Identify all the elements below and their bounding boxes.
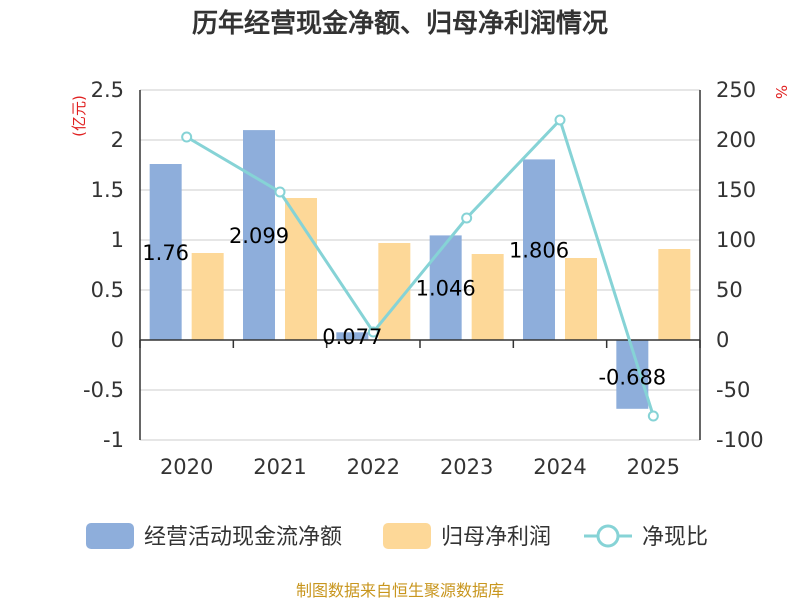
data-label-cashflow-2021: 2.099 [229, 224, 289, 248]
legend-item-netprofit[interactable]: 归母净利润 [383, 523, 551, 550]
data-label-cashflow-2023: 1.046 [416, 277, 476, 301]
x-tick-label: 2020 [160, 455, 213, 479]
right-tick-label: 0 [716, 328, 729, 352]
x-tick-label: 2025 [627, 455, 680, 479]
left-axis-unit: (亿元) [70, 95, 88, 137]
left-tick-label: 2.5 [91, 78, 124, 102]
bar-cashflow-2024 [523, 159, 555, 340]
ratio-line [181, 114, 659, 422]
chart-title: 历年经营现金净额、归母净利润情况 [192, 8, 608, 39]
right-tick-label: 200 [716, 128, 756, 152]
gridlines [140, 89, 700, 441]
data-label-cashflow-2020: 1.76 [142, 241, 189, 265]
data-label-cashflow-2025: -0.688 [598, 365, 666, 389]
left-tick-label: 0.5 [91, 278, 124, 302]
tick-labels: -1 -0.5 0 0.5 1 1.5 2 2.5 -100 -50 0 50 100 150 200 250… [83, 78, 764, 479]
bar-cashflow-2022 [336, 332, 369, 340]
bar-netprofit-2021 [285, 198, 317, 340]
legend-swatch-netprofit [383, 523, 431, 549]
bar-cashflow-2023 [429, 235, 462, 340]
right-tick-label: -100 [716, 428, 764, 452]
legend-item-cashflow[interactable]: 经营活动现金流净额 [86, 523, 342, 550]
bar-netprofit-2020 [191, 253, 224, 340]
legend-marker-ratio [596, 524, 620, 548]
legend-swatch-cashflow [86, 523, 134, 549]
ratio-point-2021 [274, 186, 286, 198]
left-tick-label: 1 [111, 228, 124, 252]
x-tick-label: 2021 [253, 455, 306, 479]
bar-cashflow-2021 [243, 130, 275, 340]
left-tick-label: -1 [103, 428, 124, 452]
right-tick-label: 250 [716, 78, 756, 102]
left-tick-label: -0.5 [83, 378, 124, 402]
data-label-cashflow-2024: 1.806 [509, 239, 569, 263]
right-tick-label: -50 [716, 378, 750, 402]
bar-netprofit-2024 [565, 258, 597, 340]
axes [139, 90, 701, 440]
bar-netprofit-2025 [658, 249, 691, 340]
legend: 经营活动现金流净额 归母净利润 净现比 [86, 523, 708, 550]
x-tick-label: 2022 [347, 455, 400, 479]
left-tick-label: 2 [111, 128, 124, 152]
right-axis-unit: % [772, 85, 790, 99]
legend-label-cashflow: 经营活动现金流净额 [144, 525, 342, 550]
bar-cashflow-2020 [149, 164, 182, 340]
ratio-point-2022 [367, 326, 379, 338]
data-label-cashflow-2022: 0.077 [322, 325, 382, 349]
bars [149, 130, 691, 409]
ratio-point-2023 [461, 212, 473, 224]
right-tick-label: 100 [716, 228, 756, 252]
ratio-point-2020 [181, 131, 193, 143]
ratio-polyline [185, 117, 655, 417]
legend-label-netprofit: 归母净利润 [441, 525, 551, 550]
right-tick-label: 150 [716, 178, 756, 202]
data-labels: 1.76 2.099 0.077 1.046 1.806 -0.688 [142, 224, 666, 389]
legend-item-ratio[interactable]: 净现比 [584, 524, 708, 550]
legend-label-ratio: 净现比 [642, 525, 708, 550]
right-tick-label: 50 [716, 278, 743, 302]
source-note: 制图数据来自恒生聚源数据库 [296, 581, 504, 600]
left-tick-label: 1.5 [91, 178, 124, 202]
bar-netprofit-2023 [471, 254, 504, 340]
ratio-point-2025 [647, 410, 659, 422]
ratio-point-2024 [554, 114, 566, 126]
left-tick-label: 0 [111, 328, 124, 352]
x-tick-label: 2024 [533, 455, 586, 479]
x-tick-label: 2023 [440, 455, 493, 479]
